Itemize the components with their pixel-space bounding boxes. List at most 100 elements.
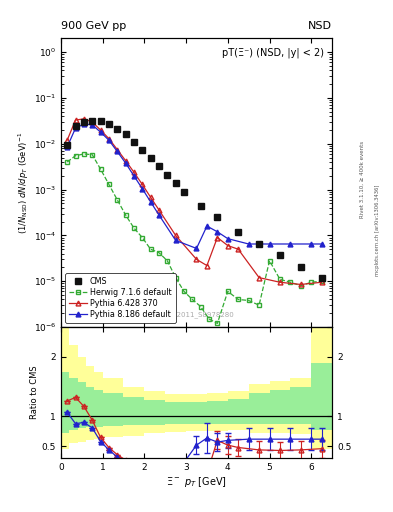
Text: Rivet 3.1.10, ≥ 400k events: Rivet 3.1.10, ≥ 400k events <box>360 141 365 218</box>
CMS <box>115 126 119 132</box>
Legend: CMS, Herwig 7.1.6 default, Pythia 6.428 370, Pythia 8.186 default: CMS, Herwig 7.1.6 default, Pythia 6.428 … <box>65 273 176 323</box>
Pythia 6.428 370 <box>132 169 136 175</box>
Pythia 8.186 default <box>173 237 178 243</box>
Pythia 6.428 370 <box>140 181 145 187</box>
Text: pT(Ξ⁻) (NSD, |y| < 2): pT(Ξ⁻) (NSD, |y| < 2) <box>222 47 324 57</box>
Pythia 8.186 default <box>319 241 324 247</box>
Herwig 7.1.6 default <box>319 278 324 284</box>
Text: 900 GeV pp: 900 GeV pp <box>61 20 126 31</box>
Pythia 6.428 370 <box>107 136 111 142</box>
Text: NSD: NSD <box>308 20 332 31</box>
Pythia 6.428 370 <box>236 246 241 252</box>
Pythia 8.186 default <box>194 245 199 251</box>
Herwig 7.1.6 default <box>123 212 128 218</box>
Herwig 7.1.6 default <box>190 296 195 303</box>
Pythia 6.428 370 <box>298 282 303 288</box>
Y-axis label: $(1/N_\mathrm{NSD})\ dN/dp_T\ (\mathrm{GeV})^{-1}$: $(1/N_\mathrm{NSD})\ dN/dp_T\ (\mathrm{G… <box>17 132 31 234</box>
Pythia 8.186 default <box>215 229 220 235</box>
Pythia 6.428 370 <box>194 257 199 263</box>
Pythia 8.186 default <box>81 121 86 127</box>
Pythia 6.428 370 <box>173 232 178 239</box>
Herwig 7.1.6 default <box>246 297 251 304</box>
CMS <box>156 163 161 169</box>
CMS <box>140 146 145 153</box>
Herwig 7.1.6 default <box>236 296 241 303</box>
Pythia 6.428 370 <box>319 279 324 285</box>
Pythia 8.186 default <box>132 173 136 179</box>
Line: Pythia 6.428 370: Pythia 6.428 370 <box>65 116 324 287</box>
CMS <box>98 118 103 124</box>
Pythia 8.186 default <box>115 148 119 155</box>
Pythia 6.428 370 <box>226 243 230 249</box>
Pythia 6.428 370 <box>277 279 282 285</box>
CMS <box>107 121 111 127</box>
CMS <box>90 118 95 124</box>
Pythia 8.186 default <box>267 241 272 247</box>
CMS <box>182 189 186 195</box>
Herwig 7.1.6 default <box>98 166 103 172</box>
Herwig 7.1.6 default <box>288 279 293 285</box>
Pythia 6.428 370 <box>156 207 161 213</box>
CMS <box>148 155 153 161</box>
Herwig 7.1.6 default <box>90 152 95 158</box>
CMS <box>173 180 178 186</box>
Herwig 7.1.6 default <box>277 276 282 283</box>
Pythia 6.428 370 <box>148 194 153 200</box>
Pythia 6.428 370 <box>81 116 86 122</box>
Pythia 6.428 370 <box>123 158 128 164</box>
Pythia 8.186 default <box>205 223 209 229</box>
Pythia 8.186 default <box>156 212 161 218</box>
CMS <box>81 119 86 125</box>
Text: CMS_2011_S8978280: CMS_2011_S8978280 <box>159 312 234 318</box>
Herwig 7.1.6 default <box>65 159 70 165</box>
X-axis label: $\Xi^-\ p_T\ [\mathrm{GeV}]$: $\Xi^-\ p_T\ [\mathrm{GeV}]$ <box>166 475 227 489</box>
Pythia 8.186 default <box>90 122 95 128</box>
Pythia 8.186 default <box>123 160 128 166</box>
Herwig 7.1.6 default <box>148 246 153 252</box>
Herwig 7.1.6 default <box>267 258 272 264</box>
Pythia 8.186 default <box>98 129 103 135</box>
CMS <box>215 214 220 220</box>
CMS <box>132 139 136 145</box>
Pythia 6.428 370 <box>115 146 119 153</box>
Herwig 7.1.6 default <box>226 288 230 294</box>
Pythia 6.428 370 <box>65 137 70 143</box>
CMS <box>277 251 282 258</box>
Herwig 7.1.6 default <box>107 181 111 187</box>
Pythia 8.186 default <box>107 137 111 143</box>
Herwig 7.1.6 default <box>182 288 186 294</box>
Herwig 7.1.6 default <box>173 274 178 281</box>
Pythia 6.428 370 <box>73 117 78 123</box>
Text: mcplots.cern.ch [arXiv:1306.3436]: mcplots.cern.ch [arXiv:1306.3436] <box>375 185 380 276</box>
Pythia 8.186 default <box>65 144 70 150</box>
Pythia 8.186 default <box>140 185 145 191</box>
Pythia 8.186 default <box>73 125 78 131</box>
Pythia 6.428 370 <box>205 263 209 269</box>
Herwig 7.1.6 default <box>298 283 303 289</box>
Herwig 7.1.6 default <box>257 302 261 308</box>
Herwig 7.1.6 default <box>207 316 211 322</box>
Pythia 8.186 default <box>309 241 314 247</box>
Pythia 8.186 default <box>288 241 293 247</box>
CMS <box>236 229 241 235</box>
CMS <box>65 142 70 148</box>
CMS <box>257 241 261 247</box>
CMS <box>165 172 170 178</box>
Herwig 7.1.6 default <box>81 151 86 157</box>
Herwig 7.1.6 default <box>132 225 136 231</box>
Line: Herwig 7.1.6 default: Herwig 7.1.6 default <box>65 152 324 326</box>
Pythia 8.186 default <box>226 236 230 242</box>
Line: Pythia 8.186 default: Pythia 8.186 default <box>65 122 324 251</box>
Pythia 6.428 370 <box>98 127 103 133</box>
Herwig 7.1.6 default <box>140 234 145 241</box>
CMS <box>298 264 303 270</box>
Herwig 7.1.6 default <box>309 279 314 285</box>
CMS <box>319 274 324 281</box>
Herwig 7.1.6 default <box>115 197 119 203</box>
Pythia 8.186 default <box>246 241 251 247</box>
Pythia 6.428 370 <box>215 234 220 241</box>
CMS <box>73 122 78 129</box>
Herwig 7.1.6 default <box>73 153 78 159</box>
CMS <box>198 202 203 208</box>
Herwig 7.1.6 default <box>156 250 161 256</box>
